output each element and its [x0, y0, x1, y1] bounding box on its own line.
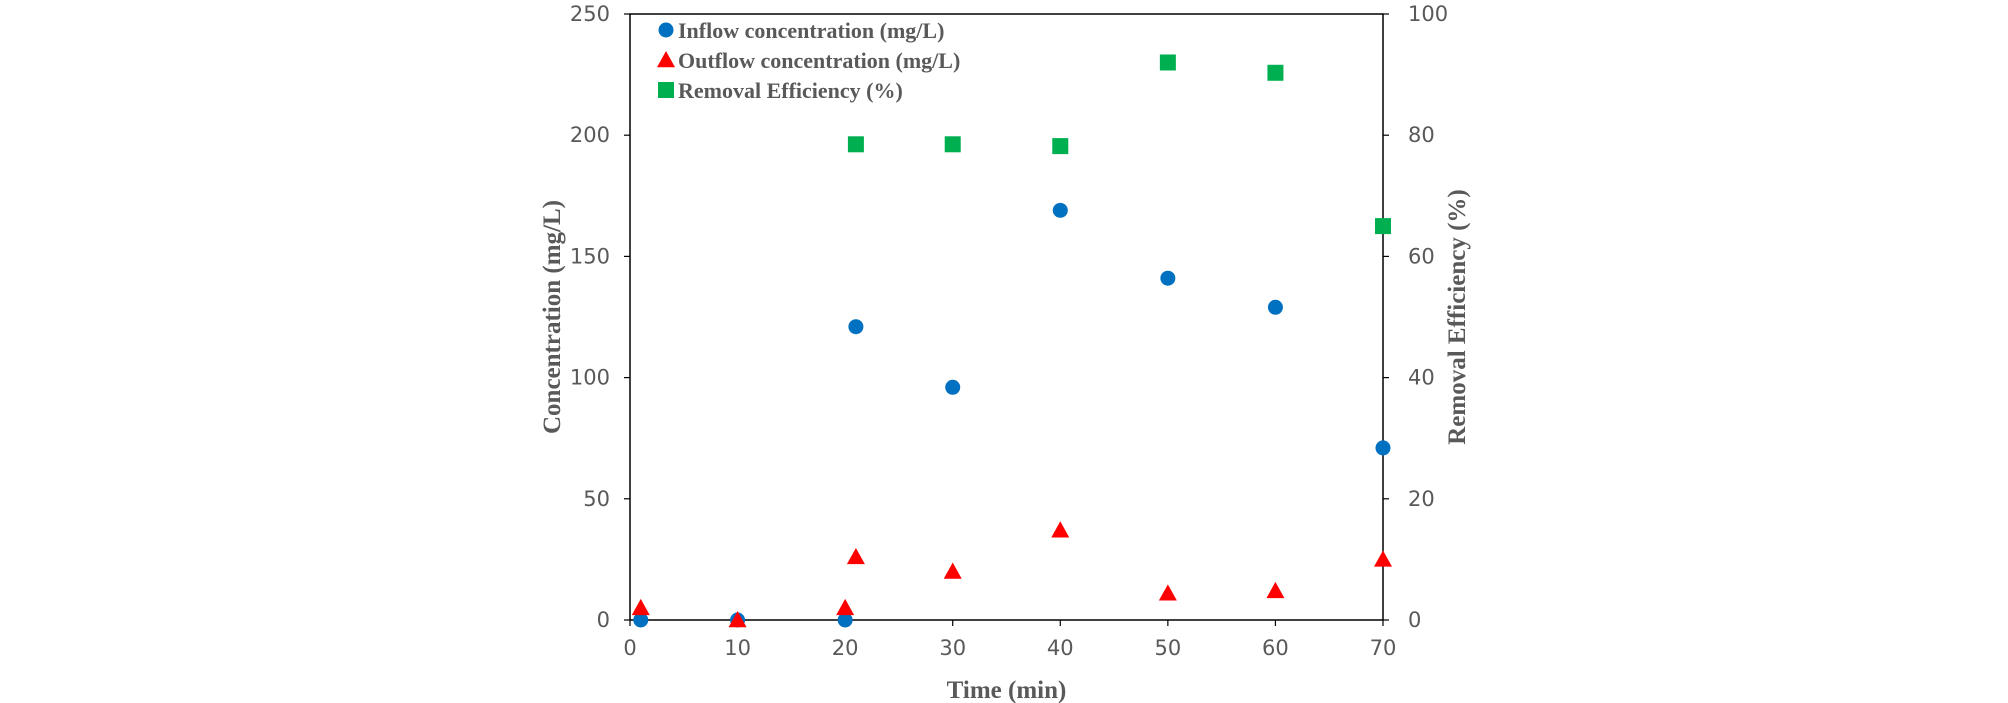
inflow-point — [1267, 299, 1283, 315]
plot-area — [629, 13, 1384, 621]
legend-outflow-label: Outflow concentration (mg/L) — [678, 48, 960, 73]
y2-tick-label: 0 — [1408, 608, 1421, 632]
y-tick-label: 250 — [570, 2, 610, 26]
y-tick-label: 100 — [570, 366, 610, 390]
legend-inflow-label: Inflow concentration (mg/L) — [678, 18, 944, 43]
outflow-point — [1266, 581, 1285, 599]
x-tick-label: 0 — [623, 636, 636, 660]
x-tick-label: 20 — [832, 636, 859, 660]
y-axis-title: Concentration (mg/L) — [539, 200, 566, 434]
removal-efficiency-point — [1159, 54, 1176, 71]
y-tick-label: 0 — [597, 608, 610, 632]
removal-efficiency-point — [847, 136, 864, 153]
outflow-point — [943, 562, 962, 579]
inflow-point — [633, 612, 649, 628]
legend-outflow-marker — [657, 51, 675, 68]
inflow-point — [837, 612, 853, 628]
y-tick-label: 50 — [583, 487, 610, 511]
x-axis-ticks: 0 10 20 30 40 50 60 70 — [623, 620, 1396, 660]
y2-tick-label: 100 — [1408, 2, 1448, 26]
y2-axis-title: Removal Efficiency (%) — [1444, 189, 1471, 444]
y2-axis-ticks: 0 20 40 60 80 100 — [1383, 2, 1448, 632]
x-axis-title: Time (min) — [947, 677, 1067, 703]
plot-border — [629, 13, 1384, 621]
outflow-point — [846, 547, 865, 565]
y-axis-ticks: 0 50 100 150 200 250 — [570, 2, 630, 632]
y2-tick-label: 20 — [1408, 487, 1435, 511]
x-tick-label: 40 — [1047, 636, 1074, 660]
outflow-point — [728, 611, 747, 628]
inflow-point — [1052, 202, 1068, 218]
legend-inflow-marker — [658, 22, 674, 38]
outflow-point — [1158, 584, 1177, 601]
y2-tick-label: 40 — [1408, 366, 1435, 390]
y-tick-label: 200 — [570, 123, 610, 147]
inflow-point — [1375, 440, 1391, 456]
x-tick-label: 70 — [1370, 636, 1397, 660]
x-tick-label: 10 — [724, 636, 751, 660]
legend-removal-efficiency-label: Removal Efficiency (%) — [678, 78, 903, 103]
x-tick-label: 60 — [1262, 636, 1289, 660]
x-tick-label: 30 — [939, 636, 966, 660]
inflow-point — [848, 319, 864, 335]
inflow-point — [945, 379, 961, 395]
removal-efficiency-point — [1375, 218, 1391, 235]
y2-tick-label: 80 — [1408, 123, 1435, 147]
removal-efficiency-point — [1267, 64, 1284, 81]
y2-tick-label: 60 — [1408, 244, 1435, 268]
legend: Inflow concentration (mg/L) Outflow conce… — [657, 18, 960, 103]
y-tick-label: 150 — [570, 244, 610, 268]
outflow-point — [1374, 550, 1392, 567]
removal-efficiency-point — [944, 136, 961, 153]
removal-efficiency-point — [1052, 138, 1069, 155]
legend-removal-efficiency-marker — [658, 82, 674, 98]
inflow-point — [1160, 270, 1176, 286]
outflow-point — [836, 598, 855, 616]
data-markers — [631, 54, 1392, 628]
x-tick-label: 50 — [1154, 636, 1181, 660]
outflow-point — [631, 598, 650, 616]
outflow-point — [1051, 521, 1070, 538]
